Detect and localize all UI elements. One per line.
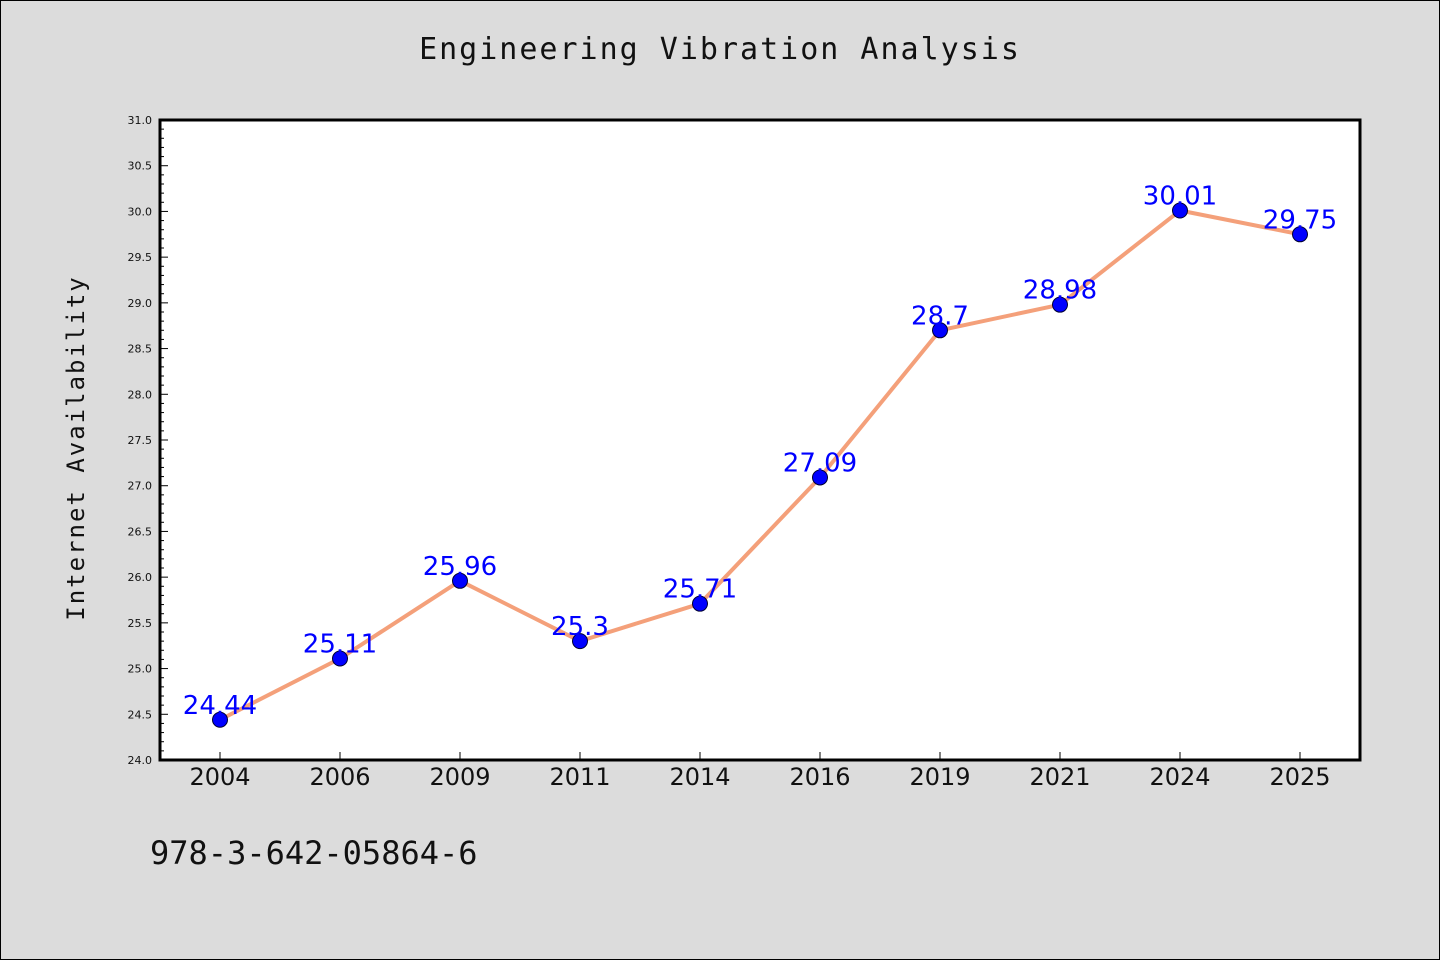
data-point	[1052, 296, 1068, 313]
data-label: 28.98	[1023, 276, 1097, 306]
y-tick-label: 28.5	[128, 343, 153, 356]
x-tick-label: 2006	[309, 763, 370, 791]
y-tick-label: 26.0	[128, 571, 153, 584]
x-tick-label: 2019	[909, 763, 970, 791]
x-tick-label: 2004	[189, 763, 250, 791]
x-tick-label: 2021	[1029, 763, 1090, 791]
x-tick-label: 2016	[789, 763, 850, 791]
y-tick-label: 27.0	[128, 480, 153, 493]
data-label: 24.44	[183, 691, 257, 721]
y-tick-label: 24.5	[128, 708, 153, 721]
y-tick-label: 26.5	[128, 525, 153, 538]
data-point	[332, 650, 348, 667]
series-line	[218, 208, 1302, 722]
y-tick-label: 29.0	[128, 297, 153, 310]
data-point	[692, 595, 708, 612]
data-label: 27.09	[783, 448, 857, 478]
data-label: 25.71	[663, 575, 737, 605]
data-point	[1172, 202, 1188, 219]
x-tick-label: 2011	[549, 763, 610, 791]
y-tick-label: 31.0	[128, 114, 153, 127]
data-label: 25.11	[303, 630, 377, 660]
data-point	[452, 572, 468, 589]
data-point	[1292, 226, 1308, 243]
y-tick-label: 25.0	[128, 663, 153, 676]
y-tick-label: 24.0	[128, 754, 153, 767]
series-group: 24.44 25.11 25.96 25.3 25.71 27.09 28.7 28.98 30…	[183, 182, 1337, 728]
x-tick-label: 2024	[1149, 763, 1210, 791]
data-label: 25.96	[423, 552, 497, 582]
data-label: 28.7	[911, 301, 969, 331]
data-label: 29.75	[1263, 205, 1337, 235]
x-tick-label: 2014	[669, 763, 730, 791]
data-label: 30.01	[1143, 182, 1217, 212]
data-point	[932, 322, 948, 339]
y-tick-label: 28.0	[128, 388, 153, 401]
y-tick-label: 27.5	[128, 434, 153, 447]
data-point	[212, 711, 228, 728]
data-point	[572, 633, 588, 650]
data-point	[812, 469, 828, 486]
y-tick-label: 30.5	[128, 160, 153, 173]
y-axis-ticks: 24.0 24.5 25.0 25.5 26.0 26.5 27.0 27.5 28.0 28.5…	[128, 114, 168, 767]
data-label: 25.3	[551, 612, 609, 642]
chart-title: Engineering Vibration Analysis	[419, 32, 1021, 67]
y-tick-label: 30.0	[128, 205, 153, 218]
y-tick-label: 29.5	[128, 251, 153, 264]
isbn-text: 978-3-642-05864-6	[150, 834, 478, 872]
y-tick-label: 25.5	[128, 617, 153, 630]
x-tick-label: 2025	[1269, 763, 1330, 791]
x-tick-label: 2009	[429, 763, 490, 791]
x-axis-ticks: 2004 2006 2009 2011 2014 2016 2019 2021 2024 2025	[189, 752, 1331, 791]
